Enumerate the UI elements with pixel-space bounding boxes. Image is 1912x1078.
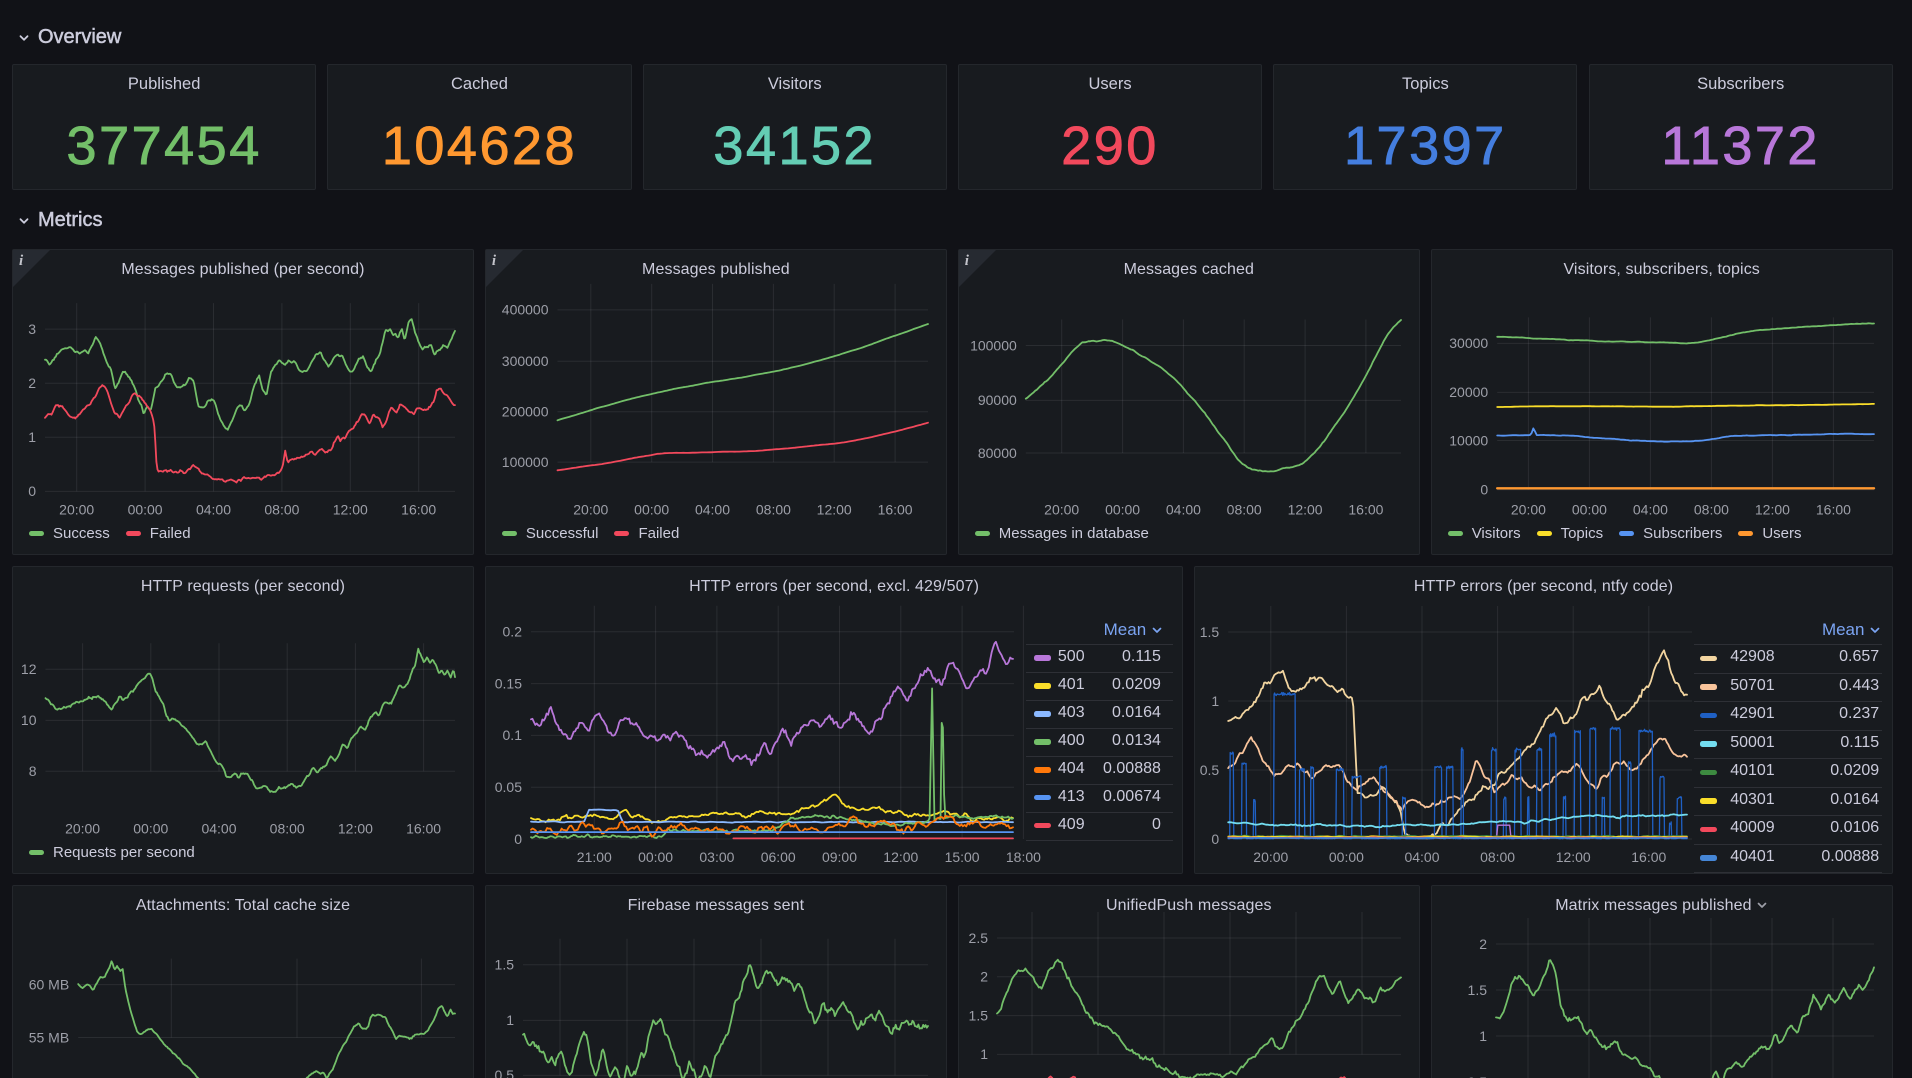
svg-text:0: 0 xyxy=(514,831,522,847)
svg-text:04:00: 04:00 xyxy=(1166,501,1201,517)
svg-text:16:00: 16:00 xyxy=(401,501,436,517)
svg-text:80000: 80000 xyxy=(978,445,1017,461)
svg-text:08:00: 08:00 xyxy=(756,501,791,517)
svg-text:09:00: 09:00 xyxy=(822,849,857,865)
svg-text:00:00: 00:00 xyxy=(1105,501,1140,517)
svg-text:20:00: 20:00 xyxy=(1511,501,1546,517)
svg-text:0: 0 xyxy=(1480,482,1488,498)
svg-text:30000: 30000 xyxy=(1449,335,1488,351)
svg-text:1: 1 xyxy=(980,1046,988,1062)
svg-text:12:00: 12:00 xyxy=(338,820,373,836)
svg-text:00:00: 00:00 xyxy=(634,501,669,517)
svg-text:300000: 300000 xyxy=(502,353,549,369)
svg-text:60 MB: 60 MB xyxy=(29,976,69,992)
svg-text:18:00: 18:00 xyxy=(1006,849,1041,865)
svg-text:00:00: 00:00 xyxy=(1572,501,1607,517)
svg-text:12:00: 12:00 xyxy=(1755,501,1790,517)
svg-text:08:00: 08:00 xyxy=(264,501,299,517)
svg-text:16:00: 16:00 xyxy=(1631,849,1666,865)
svg-text:0.2: 0.2 xyxy=(502,624,522,640)
svg-text:12:00: 12:00 xyxy=(817,501,852,517)
svg-text:20:00: 20:00 xyxy=(59,501,94,517)
svg-text:1.5: 1.5 xyxy=(1467,982,1487,998)
svg-text:10: 10 xyxy=(21,712,37,728)
svg-text:200000: 200000 xyxy=(502,404,549,420)
svg-text:0: 0 xyxy=(1212,831,1220,847)
svg-text:2: 2 xyxy=(1479,936,1487,952)
svg-text:0.5: 0.5 xyxy=(1200,762,1220,778)
svg-text:04:00: 04:00 xyxy=(196,501,231,517)
svg-text:0.15: 0.15 xyxy=(495,675,522,691)
svg-text:2: 2 xyxy=(28,375,36,391)
svg-text:08:00: 08:00 xyxy=(1480,849,1515,865)
svg-text:20:00: 20:00 xyxy=(1253,849,1288,865)
svg-text:16:00: 16:00 xyxy=(406,820,441,836)
svg-text:04:00: 04:00 xyxy=(201,820,236,836)
svg-text:10000: 10000 xyxy=(1449,432,1488,448)
svg-text:12: 12 xyxy=(21,661,37,677)
svg-text:00:00: 00:00 xyxy=(1329,849,1364,865)
svg-text:08:00: 08:00 xyxy=(1226,501,1261,517)
svg-text:55 MB: 55 MB xyxy=(29,1029,69,1045)
svg-text:0.5: 0.5 xyxy=(1467,1074,1487,1078)
svg-text:04:00: 04:00 xyxy=(695,501,730,517)
svg-text:1: 1 xyxy=(1479,1028,1487,1044)
svg-text:20:00: 20:00 xyxy=(573,501,608,517)
svg-text:100000: 100000 xyxy=(970,337,1017,353)
svg-text:0.1: 0.1 xyxy=(502,727,522,743)
svg-text:1.5: 1.5 xyxy=(1200,624,1220,640)
svg-text:2: 2 xyxy=(980,969,988,985)
svg-text:04:00: 04:00 xyxy=(1405,849,1440,865)
svg-text:20:00: 20:00 xyxy=(65,820,100,836)
svg-text:0.5: 0.5 xyxy=(494,1067,514,1078)
svg-text:2.5: 2.5 xyxy=(968,930,988,946)
svg-text:06:00: 06:00 xyxy=(761,849,796,865)
svg-text:12:00: 12:00 xyxy=(1556,849,1591,865)
svg-text:400000: 400000 xyxy=(502,302,549,318)
svg-text:12:00: 12:00 xyxy=(333,501,368,517)
svg-text:12:00: 12:00 xyxy=(1287,501,1322,517)
svg-text:16:00: 16:00 xyxy=(1816,501,1851,517)
svg-text:08:00: 08:00 xyxy=(270,820,305,836)
svg-text:00:00: 00:00 xyxy=(128,501,163,517)
svg-text:1: 1 xyxy=(506,1012,514,1028)
svg-text:3: 3 xyxy=(28,321,36,337)
svg-text:100000: 100000 xyxy=(502,454,549,470)
svg-text:21:00: 21:00 xyxy=(577,849,612,865)
svg-text:1: 1 xyxy=(28,429,36,445)
svg-text:15:00: 15:00 xyxy=(944,849,979,865)
svg-text:04:00: 04:00 xyxy=(1633,501,1668,517)
svg-text:00:00: 00:00 xyxy=(133,820,168,836)
svg-text:8: 8 xyxy=(29,763,37,779)
svg-text:1.5: 1.5 xyxy=(494,957,514,973)
svg-text:20000: 20000 xyxy=(1449,384,1488,400)
svg-text:1: 1 xyxy=(1212,693,1220,709)
svg-text:0: 0 xyxy=(28,483,36,499)
svg-text:1.5: 1.5 xyxy=(968,1007,988,1023)
svg-text:16:00: 16:00 xyxy=(877,501,912,517)
svg-text:16:00: 16:00 xyxy=(1348,501,1383,517)
svg-text:03:00: 03:00 xyxy=(699,849,734,865)
svg-text:12:00: 12:00 xyxy=(883,849,918,865)
svg-text:90000: 90000 xyxy=(978,392,1017,408)
svg-text:00:00: 00:00 xyxy=(638,849,673,865)
svg-text:08:00: 08:00 xyxy=(1694,501,1729,517)
svg-text:0.05: 0.05 xyxy=(495,779,522,795)
svg-text:20:00: 20:00 xyxy=(1044,501,1079,517)
